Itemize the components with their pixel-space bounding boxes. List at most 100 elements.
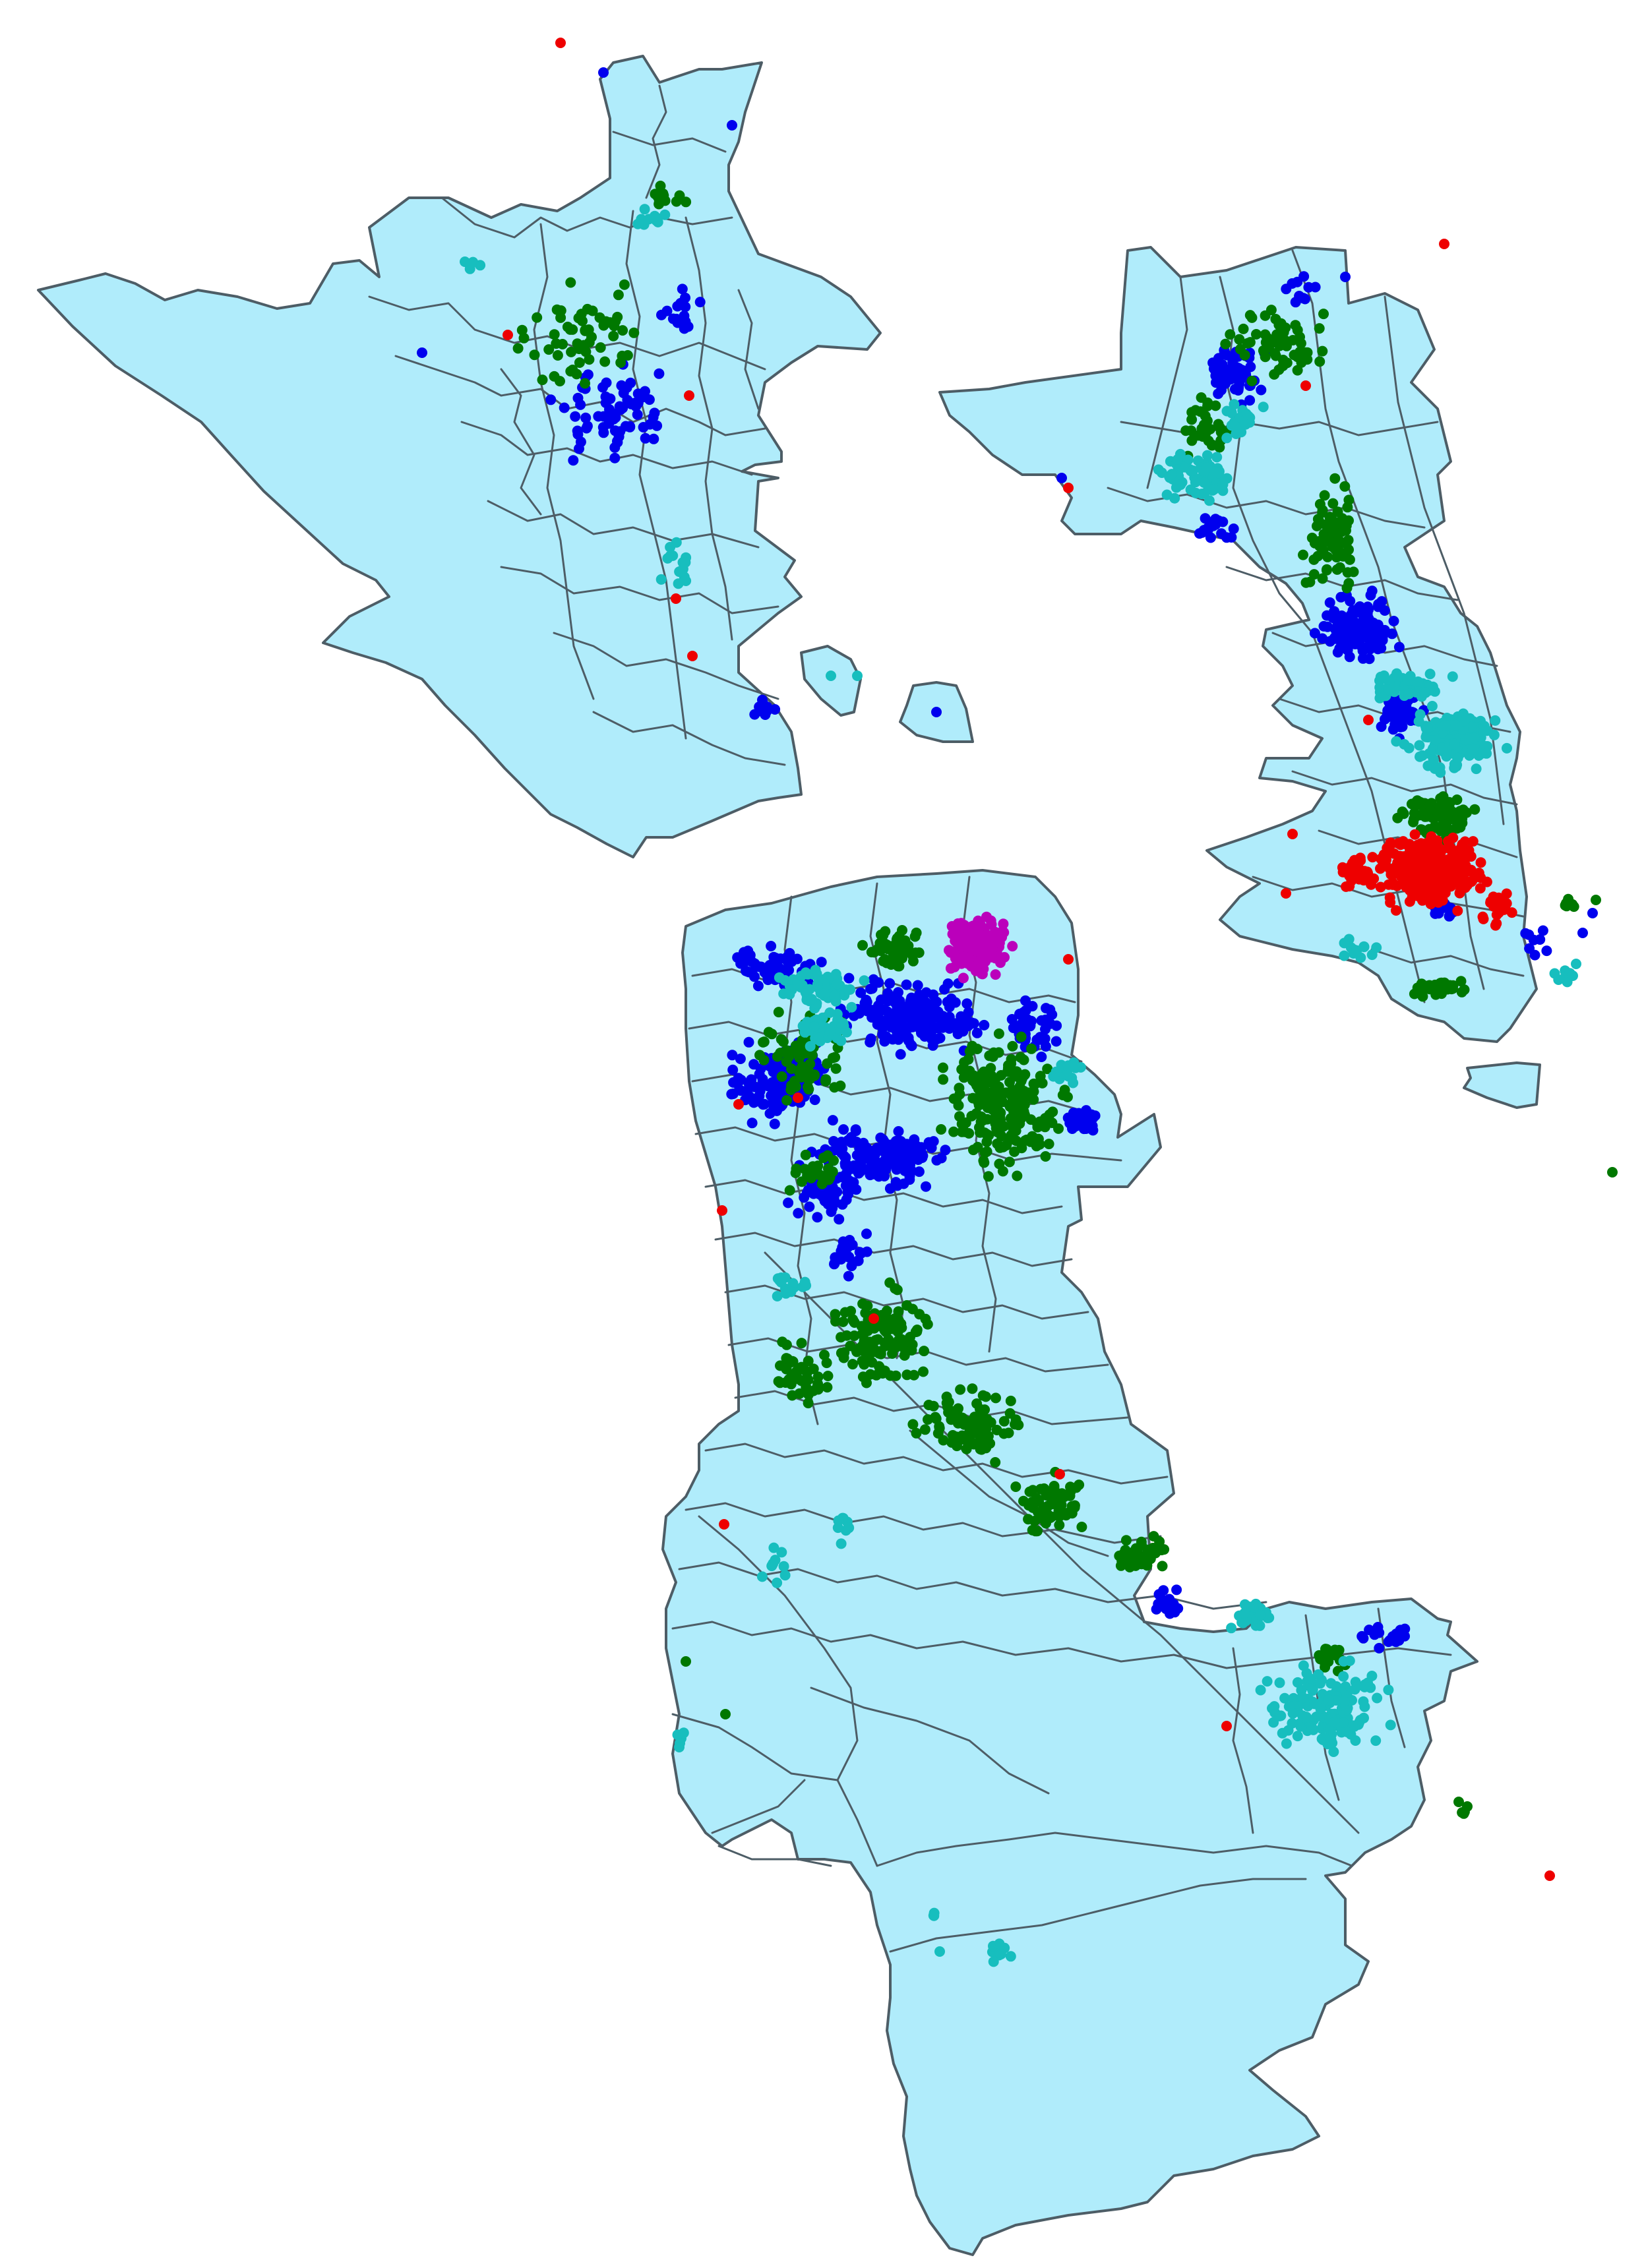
data-point-green (881, 957, 892, 969)
data-point-green (1456, 986, 1467, 998)
data-point-green (845, 1305, 857, 1317)
data-point-green (892, 1284, 903, 1296)
data-point-cyan (776, 1547, 787, 1558)
data-point-blue (593, 411, 604, 422)
data-point-cyan (1359, 1679, 1370, 1690)
data-point-blue (1244, 395, 1256, 406)
data-point-green (1039, 1121, 1051, 1133)
data-point-green (1269, 369, 1280, 380)
data-point-blue (890, 1161, 901, 1172)
data-point-cyan (1226, 1623, 1237, 1634)
data-point-blue (612, 436, 623, 447)
data-point-green (822, 1382, 833, 1393)
data-point-green (1028, 1086, 1039, 1097)
tract-boundary-line (737, 289, 760, 410)
data-point-green (800, 1149, 811, 1160)
data-point-green (532, 312, 543, 323)
data-point-cyan (1371, 942, 1382, 953)
data-point-green (860, 1307, 871, 1319)
data-point-cyan (1414, 740, 1425, 751)
data-point-blue (1287, 278, 1298, 289)
data-point-cyan (468, 256, 479, 268)
tract-boundary-line (1271, 632, 1498, 667)
data-point-green (1066, 1508, 1078, 1519)
data-point-red (1432, 842, 1444, 853)
data-point-cyan (1274, 1677, 1285, 1688)
data-point-green (953, 1100, 964, 1111)
data-point-red (1420, 847, 1432, 858)
data-point-green (1049, 1483, 1060, 1493)
data-point-green (811, 1164, 822, 1175)
data-point-green (797, 1034, 808, 1046)
data-point-green (1206, 440, 1217, 451)
data-point-green (959, 1057, 970, 1068)
data-point-green (870, 1369, 882, 1381)
data-point-cyan (1169, 492, 1180, 504)
tract-boundary-line (869, 882, 905, 1359)
data-point-blue (804, 1201, 815, 1212)
data-point-red (1375, 881, 1386, 893)
data-point-red (1488, 901, 1500, 912)
data-point-green (967, 1383, 978, 1394)
data-point-blue (1036, 1052, 1047, 1062)
data-point-magenta (995, 957, 1006, 969)
data-point-cyan (1449, 738, 1460, 750)
data-point-cyan (1413, 716, 1424, 727)
data-point-cyan (1281, 1738, 1292, 1749)
data-point-green (1042, 1063, 1053, 1075)
data-point-blue (901, 979, 912, 990)
data-point-green (822, 1058, 833, 1069)
data-point-red (1063, 954, 1074, 965)
data-point-green (1040, 1151, 1051, 1162)
data-point-blue (598, 67, 609, 78)
data-point-red (1426, 886, 1438, 897)
data-point-green (973, 1100, 985, 1111)
data-point-cyan (1460, 734, 1471, 746)
data-point-green (897, 925, 907, 936)
data-point-blue (609, 452, 621, 463)
data-point-cyan (649, 210, 660, 222)
data-point-green (1023, 1514, 1034, 1525)
data-point-blue (417, 347, 427, 358)
data-point-blue (1402, 705, 1413, 716)
data-point-blue (782, 956, 793, 967)
data-point-cyan (1070, 1062, 1081, 1073)
data-point-blue (809, 1094, 820, 1106)
data-point-green (1059, 1085, 1070, 1096)
data-point-cyan (1311, 1711, 1322, 1722)
data-point-cyan (665, 551, 676, 562)
data-point-green (830, 1063, 841, 1074)
data-point-cyan (1167, 469, 1177, 480)
data-point-magenta (981, 911, 992, 922)
data-point-green (1321, 564, 1332, 576)
data-point-cyan (1292, 1731, 1303, 1742)
data-point-blue (640, 433, 651, 444)
data-point-cyan (1424, 669, 1436, 680)
data-point-cyan (1339, 938, 1350, 949)
data-point-green (809, 1069, 820, 1081)
data-point-red (1447, 866, 1458, 878)
data-point-green (584, 337, 595, 348)
data-point-green (911, 1427, 922, 1439)
data-point-magenta (974, 922, 985, 933)
data-point-green (1024, 1486, 1035, 1497)
data-point-blue (1213, 353, 1224, 364)
data-point-red (1366, 879, 1377, 890)
data-point-cyan (833, 1515, 844, 1526)
data-point-green (793, 1373, 804, 1385)
data-point-green (1414, 799, 1425, 810)
data-point-green (821, 1358, 832, 1369)
data-point-green (571, 369, 582, 380)
data-point-blue (743, 1036, 754, 1048)
data-point-blue (1221, 532, 1233, 543)
data-point-blue (770, 1079, 781, 1090)
data-point-green (1001, 1140, 1012, 1150)
data-point-blue (652, 420, 663, 431)
data-point-green (907, 1419, 919, 1430)
data-point-cyan (1450, 719, 1461, 731)
data-point-red (1054, 1469, 1065, 1479)
data-point-blue (570, 411, 581, 422)
data-point-blue (572, 425, 583, 436)
data-point-red (1287, 829, 1298, 839)
data-point-blue (621, 382, 632, 393)
